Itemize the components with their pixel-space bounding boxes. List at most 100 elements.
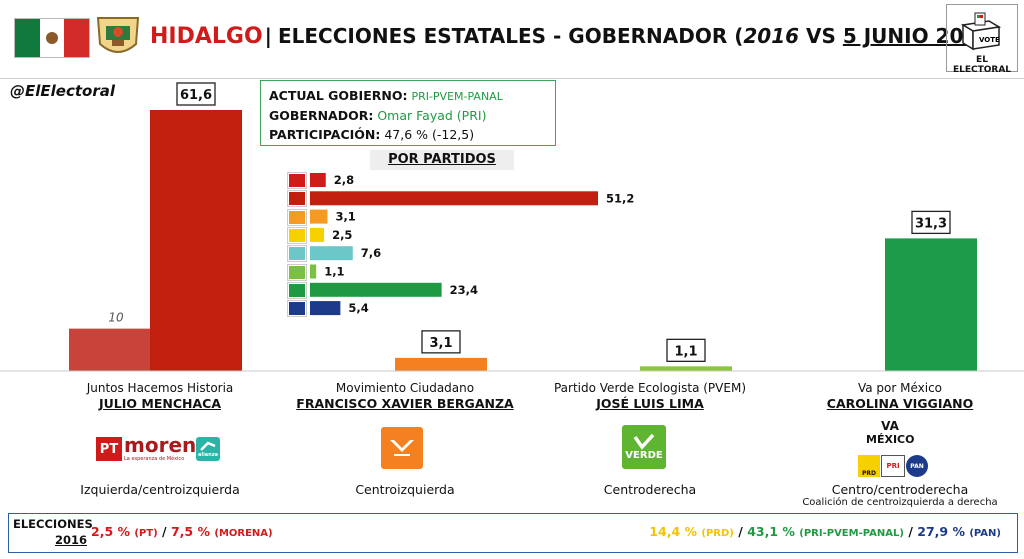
- morena-2016-name: (MORENA): [214, 528, 273, 539]
- value-label: 3,1: [429, 336, 452, 351]
- header-divider: [0, 78, 1024, 79]
- title-main: ELECCIONES ESTATALES - GOBERNADOR (: [277, 24, 744, 48]
- coalition-name: Juntos Hacemos Historia: [86, 381, 234, 395]
- candidate-label-viggiano: Va por México CAROLINA VIGGIANO: [790, 380, 1010, 412]
- pt-2016-value: 2,5 %: [91, 524, 131, 539]
- value-label-box: [421, 330, 461, 354]
- verde-text: VERDE: [625, 450, 663, 461]
- morena-logo-icon: morena La esperanza de México: [124, 433, 210, 464]
- footer-label-year: 2016: [54, 533, 87, 547]
- party-pt-icon: [287, 172, 307, 189]
- party-bar-mc: [310, 209, 328, 224]
- candidate-bars: 10 61,6 3,1 1,1 31,3: [69, 82, 977, 371]
- header: HIDALGO | ELECCIONES ESTATALES - GOBERNA…: [0, 0, 1024, 78]
- pvem-logo-icon: VERDE: [622, 425, 666, 469]
- pan-2016-name: (PAN): [969, 528, 1001, 539]
- party-pvem-icon: [287, 263, 307, 281]
- info-box: ACTUAL GOBIERNO: PRI-PVEM-PANAL GOBERNAD…: [260, 80, 556, 146]
- value-label: 10: [108, 311, 124, 325]
- toucan-icon: [633, 433, 655, 450]
- party-bar-pvem: [310, 264, 317, 279]
- party-bar-prd: [310, 227, 325, 242]
- pri-pvem-panal-2016-value: 43,1 %: [747, 524, 795, 539]
- candidate-label-menchaca: Juntos Hacemos Historia JULIO MENCHACA: [40, 380, 280, 412]
- footer-label-line1: ELECCIONES: [13, 517, 93, 531]
- coalition-name: Movimiento Ciudadano: [335, 381, 475, 395]
- info-government-label: ACTUAL GOBIERNO:: [269, 88, 408, 103]
- party-bar-pan: [310, 301, 341, 316]
- footer-right-results: 14,4 % (PRD) / 43,1 % (PRI-PVEM-PANAL) /…: [649, 524, 1001, 539]
- slash: /: [908, 524, 913, 539]
- el-electoral-logo: VOTE EL ELECTORAL: [946, 4, 1018, 75]
- footer-left-results: 2,5 % (PT) / 7,5 % (MORENA): [91, 524, 273, 539]
- nueva-alianza-logo-icon: alianza: [196, 437, 220, 461]
- slash: /: [738, 524, 743, 539]
- party-bars: 2,8 51,2 3,1 2,5 7,6 1,1 23,4 5,4: [310, 173, 634, 316]
- info-governor: GOBERNADOR: Omar Fayad (PRI): [269, 106, 547, 125]
- value-label: 61,6: [180, 88, 212, 103]
- value-label-box: [666, 338, 706, 362]
- twitter-handle: @ElElectoral: [10, 82, 115, 100]
- info-governor-label: GOBERNADOR:: [269, 108, 374, 123]
- party-bar-morena: [310, 191, 598, 206]
- bar-2022-va-por-mexico: [885, 238, 977, 371]
- ballot-box-icon: VOTE: [960, 12, 1002, 51]
- pt-2016-name: (PT): [134, 528, 158, 539]
- mexico-text: MÉXICO: [866, 433, 915, 446]
- value-label: 31,3: [915, 216, 947, 231]
- bar-2022-movimiento-ciudadano: [395, 357, 487, 371]
- party-value-label: 5,4: [348, 301, 368, 315]
- bar-2022-pvem: [640, 366, 732, 371]
- prd-2016-value: 14,4 %: [649, 524, 698, 539]
- info-turnout: PARTICIPACIÓN: 47,6 % (-12,5): [269, 125, 547, 144]
- brand-text: EL ELECTORAL: [952, 55, 1012, 75]
- pan-2016-value: 27,9 %: [917, 524, 965, 539]
- bar-2022-juntos-hacemos-historia: [150, 110, 242, 371]
- state-name: HIDALGO: [150, 24, 263, 49]
- party-bar-nueva-alianza: [310, 246, 353, 261]
- ideology-label: Centroderecha: [603, 482, 697, 497]
- alianza-text: alianza: [197, 452, 219, 458]
- bar-2016-juntos-hacemos-historia: [69, 328, 151, 371]
- info-government-value: PRI-PVEM-PANAL: [411, 90, 503, 103]
- party-bar-pt: [310, 173, 326, 187]
- coalition-note: Coalición de centroizquierda a derecha: [802, 497, 998, 508]
- morena-tagline: La esperanza de México: [124, 456, 185, 462]
- candidate-label-berganza: Movimiento Ciudadano FRANCISCO XAVIER BE…: [290, 380, 520, 412]
- info-government: ACTUAL GOBIERNO: PRI-PVEM-PANAL: [269, 86, 547, 106]
- morena-wordmark: morena: [124, 433, 210, 457]
- vote-text: VOTE: [979, 36, 1000, 44]
- party-value-label: 2,5: [332, 228, 352, 242]
- morena-2016-value: 7,5 %: [170, 524, 211, 539]
- va-por-mexico-logo-icon: VA MÉXICO: [866, 420, 914, 448]
- party-mc-icon: [287, 208, 307, 226]
- mexico-flag-icon: [14, 18, 90, 58]
- candidate-name: JULIO MENCHACA: [99, 396, 221, 411]
- party-value-label: 3,1: [335, 210, 355, 224]
- prd-2016-name: (PRD): [701, 528, 734, 539]
- ideology-label: Izquierda/centroizquierda: [80, 482, 240, 497]
- elections-2016-footer: ELECCIONES 2016 2,5 % (PT) / 7,5 % (MORE…: [8, 513, 1018, 553]
- party-value-label: 51,2: [606, 191, 634, 205]
- va-text: VA: [881, 419, 899, 433]
- party-value-label: 7,6: [361, 246, 381, 260]
- alianza-swoosh-icon: [200, 441, 216, 451]
- ideology-label: Centroizquierda: [355, 482, 455, 497]
- title-separator: |: [264, 24, 272, 48]
- party-nueva-alianza-icon: [287, 245, 307, 263]
- value-label-box: [176, 82, 216, 106]
- pan-logo-icon: PAN: [906, 455, 928, 477]
- prd-logo-icon: PRD: [858, 455, 880, 477]
- party-bar-pri: [310, 282, 442, 297]
- slash: /: [162, 524, 167, 539]
- party-prd-icon: [287, 226, 307, 244]
- party-value-label: 23,4: [450, 283, 478, 297]
- movimiento-ciudadano-logo-icon: [381, 427, 423, 469]
- party-chart-title: POR PARTIDOS: [370, 150, 514, 170]
- mc-eagle-icon: [390, 440, 414, 456]
- party-value-label: 1,1: [324, 265, 344, 279]
- candidate-label-lima: Partido Verde Ecologista (PVEM) JOSÉ LUI…: [535, 380, 765, 412]
- title-vs: VS: [799, 24, 843, 48]
- coalition-name: Va por México: [857, 381, 943, 395]
- value-label: 1,1: [674, 344, 697, 359]
